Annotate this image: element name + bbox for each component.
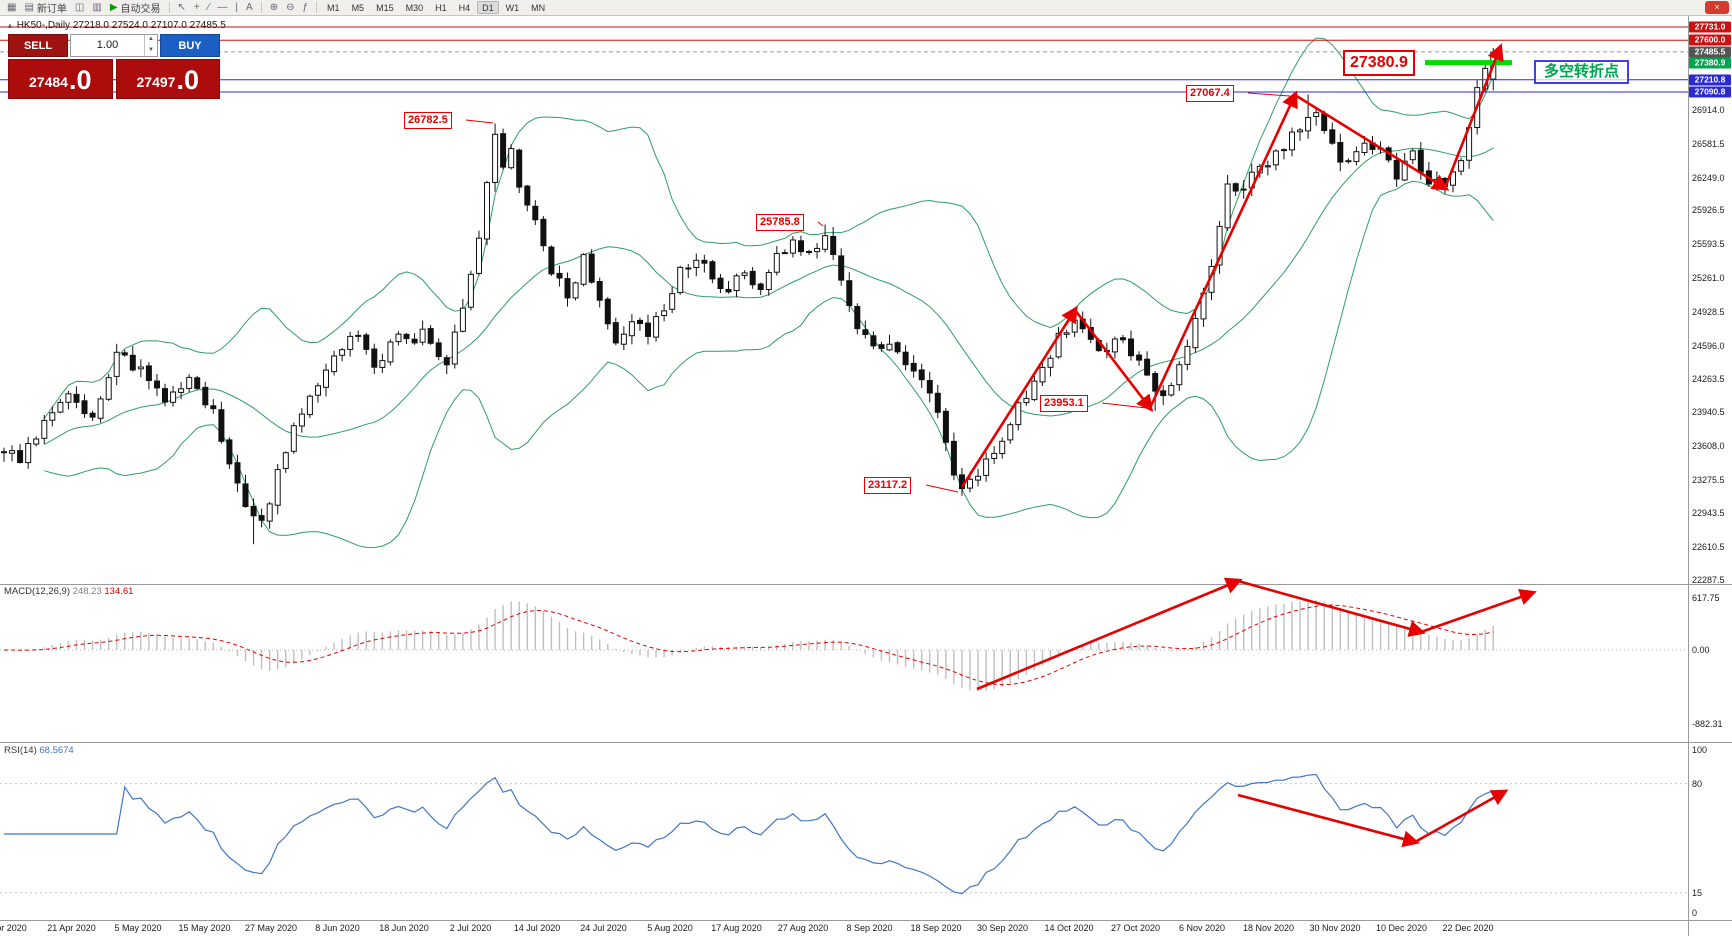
buy-price-box[interactable]: 27497 .0 — [115, 59, 220, 99]
vertical-line-tool-icon: | — [235, 1, 239, 13]
market-watch-button[interactable]: ▥ — [89, 1, 104, 15]
chart-title: ▲ HK50-,Daily 27218.0 27524.0 27107.0 27… — [6, 20, 226, 31]
sell-price-box[interactable]: 27484 .0 — [8, 59, 113, 99]
timeframe-m1-button[interactable]: M1 — [327, 3, 340, 13]
bull-bear-turning-point-label: 多空转折点 — [1534, 60, 1630, 84]
buy-button[interactable]: BUY — [160, 34, 220, 57]
buy-price-fraction: .0 — [176, 65, 199, 95]
macd-name: MACD(12,26,9) — [4, 586, 70, 597]
annotation-connector — [465, 119, 494, 124]
rsi-line — [4, 773, 1494, 895]
lot-stepper-arrows[interactable]: ▲ ▼ — [144, 35, 157, 56]
lot-size-stepper[interactable]: 1.00 ▲ ▼ — [70, 34, 158, 57]
timeframe-h1-button[interactable]: H1 — [435, 3, 447, 13]
buy-price-main: 27497 — [136, 74, 176, 90]
rsi-value: 68.5674 — [39, 745, 74, 756]
green-resistance-segment — [1425, 60, 1512, 66]
symbol-timeframe-label: HK50-,Daily — [16, 20, 71, 31]
crosshair-tool-icon: + — [193, 1, 200, 13]
candles — [1, 48, 1497, 545]
macd-histogram — [11, 600, 1494, 692]
timeframe-m30-button[interactable]: M30 — [405, 3, 424, 13]
new-chart-button[interactable]: ▦ — [4, 1, 19, 15]
window-tile-icon: ◫ — [74, 1, 85, 13]
autotrading-button[interactable]: ▶ 自动交易 — [107, 1, 164, 16]
timeframe-m15-button[interactable]: M15 — [376, 3, 394, 13]
horizontal-line-tool-button[interactable]: — — [214, 1, 230, 15]
macd-value-main: 248.23 — [72, 586, 102, 597]
ohlc-low: 27107.0 — [150, 20, 187, 31]
market-watch-icon: ▥ — [92, 1, 102, 13]
symbol-marker-icon: ▲ — [6, 21, 14, 30]
pane-separators — [0, 16, 1732, 936]
sell-button[interactable]: SELL — [8, 34, 68, 57]
sell-price-fraction: .0 — [68, 65, 92, 95]
window-close-button[interactable]: × — [1705, 1, 1729, 14]
sell-price-main: 27484 — [29, 74, 68, 90]
new-order-icon: ▤ — [24, 1, 34, 13]
ohlc-close: 27485.5 — [189, 20, 226, 31]
timeframe-mn-button[interactable]: MN — [531, 3, 546, 13]
text-tool-icon: A — [246, 1, 253, 13]
zoom-out-button[interactable]: ⊖ — [283, 1, 297, 15]
cursor-tool-button[interactable]: ↖ — [175, 1, 189, 15]
trend-arrows — [960, 43, 1537, 848]
autotrading-button-label: 自动交易 — [120, 4, 161, 15]
toolbar-separator — [316, 2, 318, 13]
timeframe-w1-button[interactable]: W1 — [505, 3, 520, 13]
toolbar-separator — [260, 2, 262, 13]
trendline-tool-icon: ∕ — [207, 1, 210, 13]
rsi-name: RSI(14) — [4, 745, 37, 756]
annotation-connector — [1101, 402, 1147, 409]
annotation-connector — [925, 484, 959, 493]
new-order-button[interactable]: ▤ 新订单 — [21, 1, 69, 16]
horizontal-line-tool-icon: — — [217, 1, 228, 13]
ohlc-open: 27218.0 — [72, 20, 109, 31]
macd-indicator-label: MACD(12,26,9) 248.23 134.61 — [4, 586, 133, 597]
trendline-tool-button[interactable]: ∕ — [205, 1, 213, 15]
annotation-connector — [817, 221, 824, 227]
toolbar-separator — [168, 2, 170, 13]
text-tool-button[interactable]: A — [243, 1, 256, 15]
zoom-in-button[interactable]: ⊕ — [267, 1, 281, 15]
lot-down-icon[interactable]: ▼ — [148, 46, 154, 53]
cursor-tool-icon: ↖ — [177, 1, 186, 13]
timeframe-m5-button[interactable]: M5 — [351, 3, 365, 13]
zoom-out-icon: ⊖ — [286, 1, 295, 13]
rsi-indicator-label: RSI(14) 68.5674 — [4, 745, 74, 756]
window-tile-button[interactable]: ◫ — [72, 1, 87, 15]
zoom-in-icon: ⊕ — [269, 1, 279, 13]
ohlc-high: 27524.0 — [111, 20, 148, 31]
macd-value-signal: 134.61 — [104, 586, 134, 597]
macd-signal-line — [4, 604, 1494, 686]
lot-size-value[interactable]: 1.00 — [96, 39, 119, 51]
new-order-button-label: 新订单 — [36, 4, 67, 15]
vertical-line-tool-button[interactable]: | — [232, 1, 241, 15]
timeframe-d1-button[interactable]: D1 — [477, 1, 499, 14]
indicators-icon: ƒ — [302, 1, 309, 13]
main-toolbar: ▦ ▤ 新订单 ◫ ▥ ▶ 自动交易 ↖ + ∕ — | A ⊕ ⊖ ƒ M1 M5 M15 M30 H1 H4 D1 W1 M… — [0, 0, 1732, 16]
price-level-lines — [0, 26, 1688, 93]
annotation-connector — [1247, 92, 1291, 97]
timeframe-h4-button[interactable]: H4 — [458, 3, 471, 13]
autotrading-icon: ▶ — [109, 1, 118, 13]
new-chart-icon: ▦ — [7, 1, 17, 13]
lot-up-icon[interactable]: ▲ — [148, 36, 154, 42]
one-click-trade-panel: SELL 1.00 ▲ ▼ BUY 27484 .0 27497 .0 — [8, 34, 220, 99]
indicators-button[interactable]: ƒ — [299, 1, 311, 15]
crosshair-tool-button[interactable]: + — [191, 1, 203, 15]
